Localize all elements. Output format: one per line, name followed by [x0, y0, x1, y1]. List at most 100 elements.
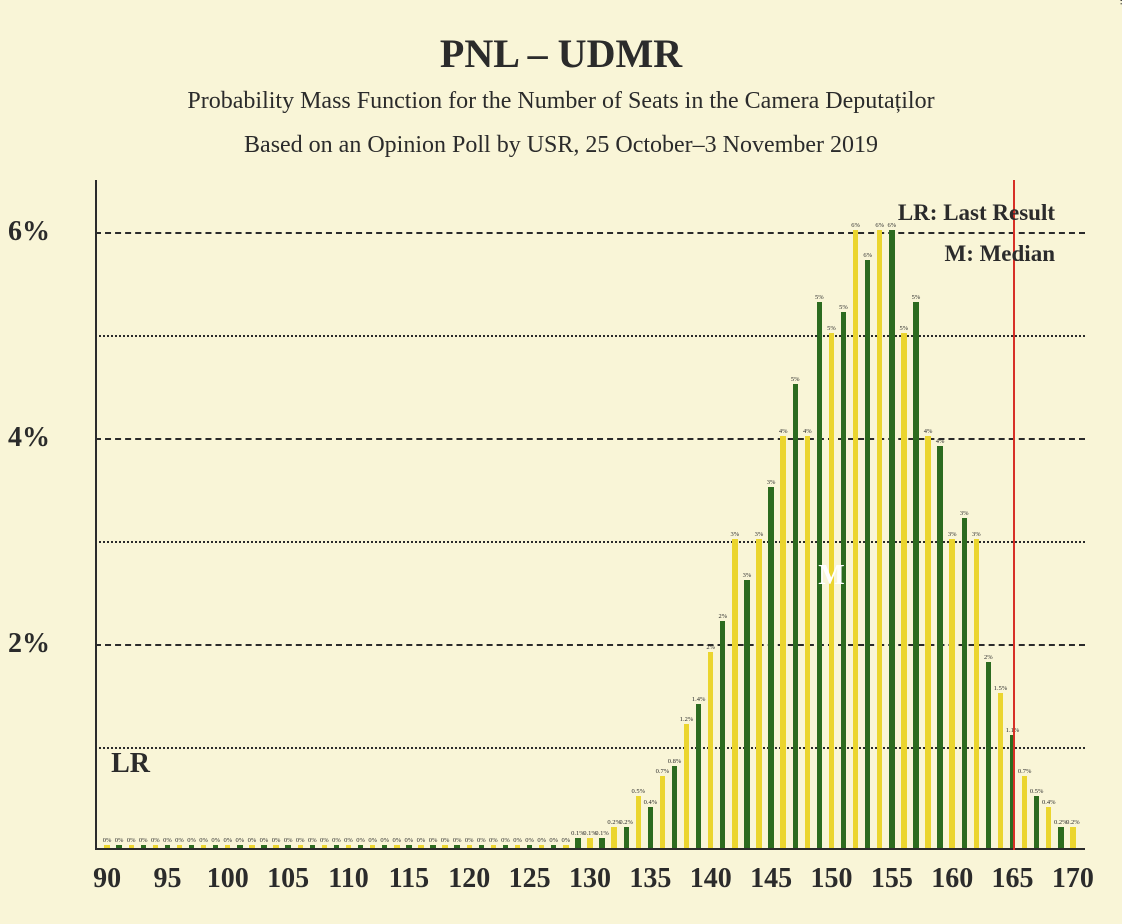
bar-value-label: 0.4% — [644, 799, 658, 806]
x-tick-label: 90 — [93, 863, 121, 895]
bar: 0.7% — [1022, 776, 1027, 848]
bar-value-label: 5% — [815, 294, 824, 301]
bar-value-label: 0% — [441, 837, 450, 844]
bar: 1.4% — [696, 704, 701, 848]
bar-value-label: 3% — [767, 479, 776, 486]
bar-value-label: 0.2% — [1066, 819, 1080, 826]
bar-value-label: 0% — [465, 837, 474, 844]
bar-value-label: 0% — [368, 837, 377, 844]
bar-value-label: 0% — [139, 837, 148, 844]
bar: 3% — [949, 539, 954, 848]
bar-value-label: 3% — [960, 510, 969, 517]
bar-value-label: 0% — [537, 837, 546, 844]
bar: 3% — [974, 539, 979, 848]
bar: 4% — [805, 436, 810, 848]
bar: 3% — [768, 487, 773, 848]
bar: 6% — [889, 230, 894, 848]
bar: 0.1% — [587, 838, 592, 848]
bar-value-label: 2% — [718, 613, 727, 620]
bar-value-label: 0% — [380, 837, 389, 844]
bar: 0.4% — [1046, 807, 1051, 848]
bar: 2% — [720, 621, 725, 848]
bar-value-label: 0% — [127, 837, 136, 844]
bar: 6% — [865, 260, 870, 848]
bar-value-label: 0% — [549, 837, 558, 844]
bar-value-label: 1.5% — [994, 685, 1008, 692]
bar-value-label: 0% — [187, 837, 196, 844]
bar-value-label: 0.2% — [619, 819, 633, 826]
bar: 0.2% — [1058, 827, 1063, 848]
bar-value-label: 3% — [731, 531, 740, 538]
x-tick-label: 115 — [389, 863, 429, 895]
bar-value-label: 0% — [429, 837, 438, 844]
bar-value-label: 0% — [175, 837, 184, 844]
bar-value-label: 6% — [851, 222, 860, 229]
x-tick-label: 140 — [690, 863, 732, 895]
bar-value-label: 1.4% — [692, 696, 706, 703]
bar-value-label: 0% — [151, 837, 160, 844]
legend: LR: Last Result M: Median — [898, 192, 1055, 275]
bar-value-label: 0% — [356, 837, 365, 844]
bar-value-label: 0.5% — [1030, 788, 1044, 795]
bar: 3% — [744, 580, 749, 848]
y-tick-label: 2% — [0, 628, 50, 660]
bar-value-label: 0.7% — [1018, 768, 1032, 775]
bar-value-label: 0.5% — [631, 788, 645, 795]
bar-value-label: 0% — [223, 837, 232, 844]
bar-value-label: 0% — [525, 837, 534, 844]
bar-value-label: 4% — [779, 428, 788, 435]
bar: 0.8% — [672, 766, 677, 848]
x-tick-label: 165 — [992, 863, 1034, 895]
bar-value-label: 0% — [561, 837, 570, 844]
bar-value-label: 0% — [296, 837, 305, 844]
bar-value-label: 0% — [501, 837, 510, 844]
bar: 0.2% — [624, 827, 629, 848]
bar: 2% — [986, 662, 991, 848]
bar-value-label: 0% — [260, 837, 269, 844]
x-tick-label: 145 — [750, 863, 792, 895]
bar-value-label: 0% — [248, 837, 257, 844]
bar-value-label: 0.8% — [668, 758, 682, 765]
bar: 0.5% — [1034, 796, 1039, 848]
x-tick-label: 105 — [267, 863, 309, 895]
bar-value-label: 0% — [453, 837, 462, 844]
bar: 0.5% — [636, 796, 641, 848]
bar: 2% — [708, 652, 713, 848]
bar-value-label: 4% — [803, 428, 812, 435]
bar: 3% — [756, 539, 761, 848]
bar: 1.2% — [684, 724, 689, 848]
bar-value-label: 6% — [875, 222, 884, 229]
chart-subtitle-1: Probability Mass Function for the Number… — [0, 88, 1122, 115]
bar: 3% — [962, 518, 967, 848]
bar: 0.1% — [599, 838, 604, 848]
bar-value-label: 0% — [284, 837, 293, 844]
y-tick-label: 4% — [0, 422, 50, 454]
median-label: M — [818, 560, 844, 592]
x-tick-label: 125 — [509, 863, 551, 895]
bar-value-label: 0% — [199, 837, 208, 844]
plot-area: 0%0%0%0%0%0%0%0%0%0%0%0%0%0%0%0%0%0%0%0%… — [95, 180, 1085, 850]
bar-value-label: 6% — [887, 222, 896, 229]
bar: 5% — [913, 302, 918, 848]
bar-value-label: 0% — [392, 837, 401, 844]
bar-value-label: 1.2% — [680, 716, 694, 723]
bar-value-label: 3% — [743, 572, 752, 579]
legend-median: M: Median — [898, 233, 1055, 274]
legend-lr: LR: Last Result — [898, 192, 1055, 233]
x-tick-label: 160 — [931, 863, 973, 895]
bar: 5% — [901, 333, 906, 848]
bar: 3% — [732, 539, 737, 848]
x-tick-label: 95 — [153, 863, 181, 895]
bar-value-label: 4% — [924, 428, 933, 435]
bar: 4% — [937, 446, 942, 848]
bar-value-label: 0% — [272, 837, 281, 844]
bar-value-label: 0% — [103, 837, 112, 844]
bar-value-label: 0% — [405, 837, 414, 844]
chart-subtitle-2: Based on an Opinion Poll by USR, 25 Octo… — [0, 132, 1122, 159]
x-tick-label: 130 — [569, 863, 611, 895]
bar: 0.7% — [660, 776, 665, 848]
bar-value-label: 0% — [489, 837, 498, 844]
bar-value-label: 0% — [115, 837, 124, 844]
bar-value-label: 0% — [211, 837, 220, 844]
bar: 6% — [853, 230, 858, 848]
